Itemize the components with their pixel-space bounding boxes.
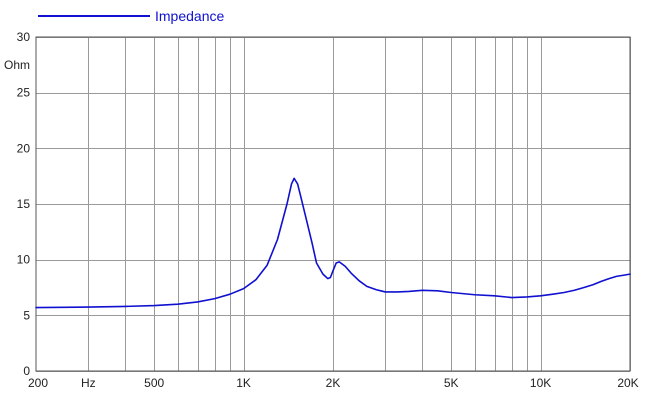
plot-frame (35, 36, 631, 372)
x-tick-label: 2K (326, 376, 341, 390)
series-group (35, 177, 631, 309)
grid (36, 37, 631, 372)
y-tick-labels: 0 5 10 15 20 25 30 (17, 30, 31, 378)
y-tick-label: 20 (17, 141, 31, 155)
y-tick-label: 0 (23, 364, 30, 378)
x-tick-label: 10K (530, 376, 551, 390)
y-tick-label: 15 (17, 197, 31, 211)
series-line-impedance (35, 177, 631, 309)
x-tick-label: 200 (28, 376, 48, 390)
y-tick-label: 10 (17, 253, 31, 267)
legend: Impedance (38, 8, 224, 24)
x-tick-label: 500 (144, 376, 164, 390)
y-tick-label: 30 (17, 30, 31, 44)
x-tick-label: Hz (81, 376, 96, 390)
x-tick-label: 1K (236, 376, 251, 390)
y-axis-label: Ohm (4, 58, 30, 72)
legend-label: Impedance (155, 8, 224, 24)
x-tick-label: 5K (444, 376, 459, 390)
x-tick-label: 20K (617, 376, 638, 390)
x-tick-labels: 200 Hz 500 1K 2K 5K 10K 20K (28, 376, 639, 390)
y-tick-label: 5 (23, 308, 30, 322)
y-tick-label: 25 (17, 86, 31, 100)
